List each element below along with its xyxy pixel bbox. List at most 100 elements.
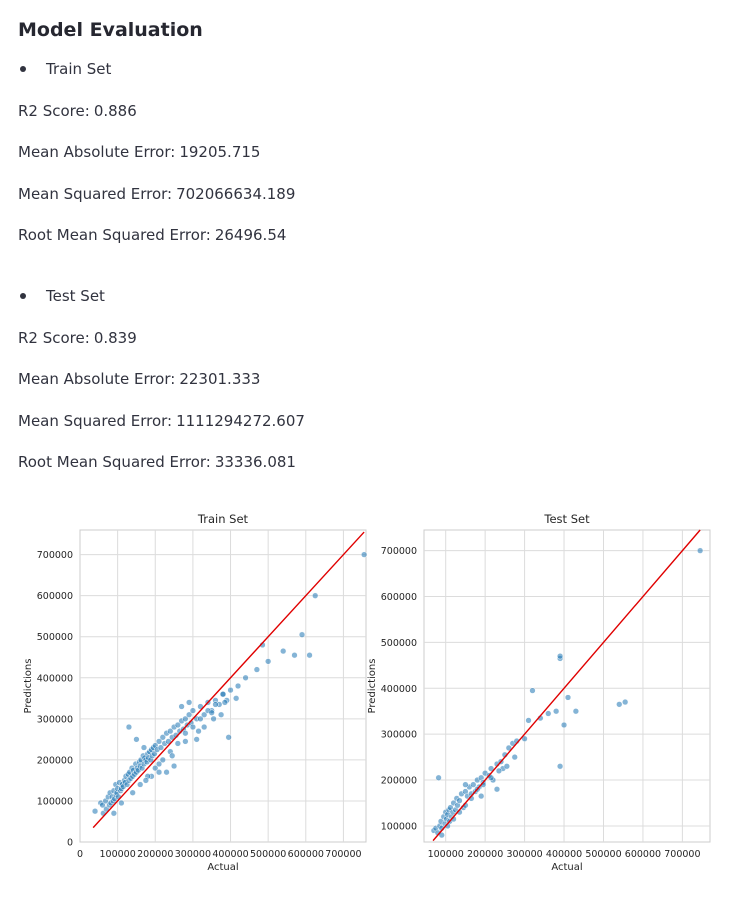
train-data-point (298, 631, 306, 638)
train-data-point (140, 744, 148, 751)
train-data-point (201, 723, 208, 731)
test-data-point (487, 765, 495, 772)
metric-value: 33336.081 (214, 453, 296, 471)
train-data-point (280, 647, 287, 655)
train-data-point (306, 652, 313, 659)
test-x-axis-title: Actual (551, 862, 582, 873)
test-x-tick-label: 300000 (506, 849, 542, 860)
train-x-tick-label: 200000 (137, 849, 173, 860)
train-data-point (155, 738, 163, 745)
train-data-point (125, 723, 133, 731)
test-r2-score: R2 Score: 0.839 (18, 329, 137, 347)
test-data-point (696, 547, 704, 554)
train-data-point (152, 764, 159, 772)
test-y-tick-label: 100000 (381, 821, 417, 832)
train-data-point (201, 711, 208, 718)
test-y-tick-label: 300000 (381, 730, 417, 741)
train-data-point (167, 728, 174, 735)
test-y-tick-label: 500000 (381, 638, 417, 649)
train-data-point (155, 769, 163, 776)
train-r2-score: R2 Score: 0.886 (18, 102, 137, 120)
train-y-tick-label: 100000 (37, 796, 73, 807)
test-y-tick-label: 200000 (381, 776, 417, 787)
train-scatter-chart: 0 100000 200000 300000 400000 500000 600000 700… (23, 512, 711, 873)
train-data-point (157, 744, 165, 751)
train-y-tick-label: 0 (67, 838, 73, 849)
test-data-point (487, 774, 495, 781)
test-x-tick-label: 500000 (585, 849, 621, 860)
bullet-dot-icon (20, 66, 26, 72)
metric-value: 22301.333 (179, 370, 261, 388)
test-data-point (505, 744, 512, 752)
train-data-point (182, 730, 189, 737)
train-data-point (234, 682, 242, 690)
train-y-tick-label: 600000 (37, 591, 73, 602)
test-data-point (478, 792, 485, 800)
train-data-point (212, 701, 219, 708)
metric-name: Mean Squared Error: (18, 412, 173, 430)
train-set-label: Train Set (46, 60, 112, 78)
train-data-point (155, 760, 163, 768)
train-x-tick-label: 600000 (288, 849, 324, 860)
test-x-tick-label: 200000 (467, 849, 503, 860)
train-data-point (118, 799, 125, 807)
test-data-point (493, 786, 501, 793)
train-y-axis-title: Predictions (23, 659, 34, 714)
train-chart-title: Train Set (197, 512, 249, 526)
train-y-tick-label: 500000 (37, 632, 73, 643)
train-x-tick-label: 100000 (99, 849, 135, 860)
test-data-point (521, 735, 528, 742)
train-y-tick-label: 200000 (37, 755, 73, 766)
train-data-point (217, 711, 225, 718)
test-data-point (560, 721, 568, 729)
metric-name: R2 Score: (18, 329, 90, 347)
train-data-point (210, 715, 217, 722)
train-data-point (197, 715, 204, 722)
test-data-point (553, 708, 560, 715)
test-data-point (556, 763, 564, 770)
metric-value: 0.886 (93, 102, 137, 120)
metric-name: Mean Absolute Error: (18, 370, 176, 388)
train-data-point (219, 691, 227, 698)
train-mae: Mean Absolute Error: 19205.715 (18, 143, 260, 161)
train-data-point (170, 762, 178, 770)
metric-name: Root Mean Squared Error: (18, 226, 211, 244)
test-reference-line (432, 529, 701, 842)
train-data-point (189, 723, 197, 731)
train-data-point (242, 674, 249, 681)
test-rmse: Root Mean Squared Error: 33336.081 (18, 453, 296, 471)
train-set-bullet: Train Set (18, 60, 111, 78)
train-data-point (159, 756, 166, 764)
test-data-point (511, 753, 518, 761)
metric-name: Mean Absolute Error: (18, 143, 176, 161)
test-data-point (572, 708, 580, 715)
test-data-point (435, 774, 442, 781)
train-data-point (110, 810, 118, 817)
metric-value: 19205.715 (179, 143, 261, 161)
train-data-point (174, 721, 181, 729)
train-data-point (182, 715, 189, 722)
test-x-tick-label: 100000 (428, 849, 464, 860)
metric-value: 0.839 (93, 329, 137, 347)
test-data-point (529, 687, 536, 694)
test-data-point (564, 694, 572, 701)
train-data-point (129, 789, 136, 796)
test-mse: Mean Squared Error: 1111294272.607 (18, 412, 305, 430)
train-x-tick-label: 0 (77, 849, 83, 860)
train-data-point (91, 808, 99, 815)
test-data-point (470, 781, 477, 788)
test-data-point (456, 797, 463, 804)
bullet-dot-icon (20, 293, 26, 299)
train-data-point (178, 703, 185, 710)
train-data-point (185, 711, 193, 718)
train-data-point (185, 699, 193, 706)
train-data-point (208, 709, 215, 716)
test-data-point (616, 701, 623, 708)
train-data-point (233, 695, 240, 702)
train-x-tick-label: 700000 (325, 849, 361, 860)
train-y-tick-label: 300000 (37, 714, 73, 725)
train-data-point (221, 699, 229, 706)
test-data-point (503, 763, 510, 770)
train-data-point (182, 738, 189, 745)
train-data-point (265, 658, 272, 665)
